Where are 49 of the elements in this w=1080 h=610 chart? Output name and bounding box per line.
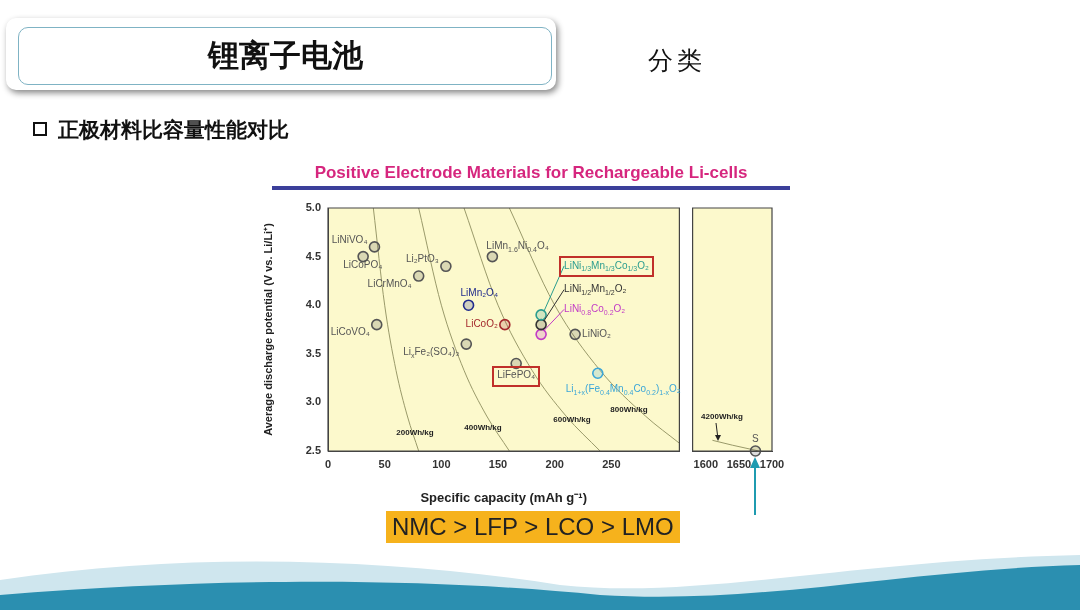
series-label: LiCoVO₄ xyxy=(330,326,370,338)
y-tick-label: 2.5 xyxy=(305,444,321,457)
y-tick-label: 3.5 xyxy=(305,346,321,359)
text: 分类 xyxy=(648,45,706,76)
series-label: LiMn₂O₄ xyxy=(460,286,498,298)
annotation: 400Wh/kg xyxy=(464,423,502,433)
series-label: LiNiO₂ xyxy=(582,328,612,340)
point xyxy=(535,318,547,331)
series-label: Li₂PtO₃ xyxy=(405,253,439,265)
series-label: LiCrMnO₄ xyxy=(367,277,412,289)
series-label: LiCoPO₄ xyxy=(343,259,383,271)
text: NMC > LFP > LCO > LMO xyxy=(386,511,680,543)
x-tick-label: 0 xyxy=(324,457,332,470)
point xyxy=(440,260,452,273)
point xyxy=(460,338,473,350)
point xyxy=(499,318,511,331)
y-axis-title: Average discharge potential (V vs. Li/Li⁺) xyxy=(261,222,274,436)
chart-title: Positive Electrode Materials for Rechargeable Li-cells xyxy=(272,163,790,190)
annotation: 200Wh/kg xyxy=(396,428,434,438)
x-tick-label: 150 xyxy=(488,457,508,470)
point xyxy=(486,250,499,263)
point xyxy=(368,241,381,253)
y-tick-label: 3.0 xyxy=(305,395,321,408)
text: 锂离子电池 xyxy=(18,27,552,85)
x-axis-title: Specific capacity (mAh g⁻¹) xyxy=(420,489,587,505)
x-tick-label: 1700 xyxy=(759,457,785,470)
x-tick-label: 200 xyxy=(545,457,564,470)
series-label: LiCoO₂ xyxy=(465,318,498,330)
series-label: LiFePO₄ xyxy=(497,369,536,381)
x-tick-label: 1650 xyxy=(726,457,752,470)
annotation: 600Wh/kg xyxy=(553,415,591,425)
annotation: 800Wh/kg xyxy=(610,405,648,415)
series-label: S xyxy=(752,432,760,444)
point xyxy=(535,328,547,341)
x-tick-label: 250 xyxy=(602,457,621,470)
x-tick-label: 100 xyxy=(432,457,451,470)
text: 正极材料比容量性能对比 xyxy=(58,117,289,143)
point xyxy=(462,299,475,311)
point xyxy=(591,367,604,380)
y-tick-label: 4.5 xyxy=(305,249,321,262)
series-label: LiNiVO₄ xyxy=(331,233,368,245)
annotation: 4200Wh/kg xyxy=(701,412,744,422)
point xyxy=(412,270,425,282)
point xyxy=(569,328,581,341)
y-tick-label: 4.0 xyxy=(305,298,321,311)
x-tick-label: 1600 xyxy=(693,457,719,470)
y-tick-label: 5.0 xyxy=(305,201,321,214)
x-tick-label: 50 xyxy=(378,457,391,470)
point xyxy=(370,318,383,331)
